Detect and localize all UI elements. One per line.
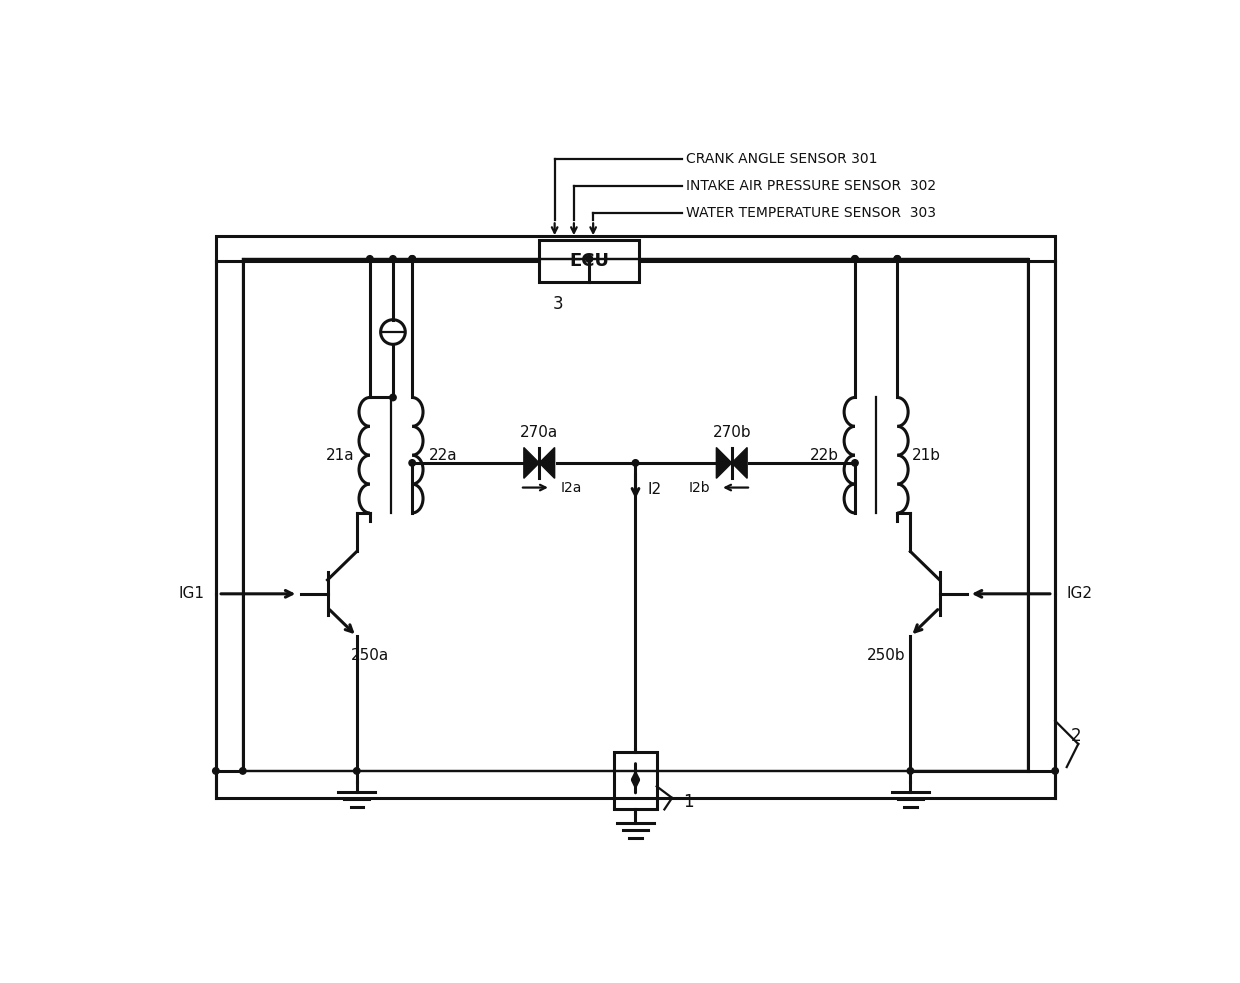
Text: 22b: 22b (810, 447, 838, 463)
Circle shape (353, 768, 360, 775)
Circle shape (852, 256, 858, 262)
Circle shape (852, 256, 858, 262)
Text: 250b: 250b (867, 648, 905, 663)
Circle shape (908, 768, 914, 775)
Polygon shape (523, 447, 539, 479)
Text: ECU: ECU (569, 252, 609, 269)
Text: I2: I2 (647, 483, 661, 497)
Bar (243, 259, 1028, 771)
Text: 21b: 21b (913, 447, 941, 463)
Bar (216, 236, 1055, 798)
Circle shape (389, 256, 397, 262)
Circle shape (587, 256, 593, 262)
Text: CRANK ANGLE SENSOR 301: CRANK ANGLE SENSOR 301 (686, 151, 877, 166)
Text: 22a: 22a (429, 447, 458, 463)
Circle shape (632, 460, 639, 466)
Circle shape (409, 256, 415, 262)
Polygon shape (717, 447, 732, 479)
Circle shape (367, 256, 373, 262)
Polygon shape (539, 447, 554, 479)
Text: 250a: 250a (351, 648, 389, 663)
Circle shape (212, 768, 219, 775)
Text: I2a: I2a (560, 481, 583, 494)
Circle shape (852, 460, 858, 466)
Circle shape (409, 256, 415, 262)
Circle shape (894, 256, 900, 262)
Circle shape (587, 256, 593, 262)
Text: 21a: 21a (326, 447, 355, 463)
Text: 2: 2 (1070, 727, 1081, 745)
Text: WATER TEMPERATURE SENSOR  303: WATER TEMPERATURE SENSOR 303 (686, 205, 935, 219)
Text: IG1: IG1 (179, 586, 205, 602)
Polygon shape (732, 447, 748, 479)
Circle shape (1052, 768, 1059, 775)
Circle shape (894, 256, 900, 262)
Text: 3: 3 (553, 295, 564, 313)
Text: I2b: I2b (688, 481, 711, 494)
Text: 270a: 270a (520, 425, 558, 439)
Bar (539, 240, 640, 282)
Circle shape (409, 460, 415, 466)
Text: 1: 1 (683, 792, 694, 811)
Circle shape (389, 394, 397, 401)
Text: IG2: IG2 (1066, 586, 1092, 602)
Circle shape (239, 768, 246, 775)
Text: 270b: 270b (713, 425, 751, 439)
Bar (614, 752, 657, 809)
Text: INTAKE AIR PRESSURE SENSOR  302: INTAKE AIR PRESSURE SENSOR 302 (686, 179, 936, 193)
